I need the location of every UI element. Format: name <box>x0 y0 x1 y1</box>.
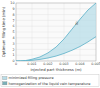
y-tick-label: 9 <box>12 7 14 11</box>
grid <box>16 3 96 61</box>
fill-between <box>16 3 96 61</box>
y-tick-label: 2 <box>12 48 14 52</box>
series-line <box>16 3 96 61</box>
y-tick-label: 6 <box>12 24 14 28</box>
legend-label: homogenization of the liquid vein temper… <box>9 82 91 86</box>
x-tick-label: 0.005 <box>91 62 100 66</box>
y-tick-label: 5 <box>12 30 14 34</box>
grid-line <box>32 3 33 61</box>
x-tick-label: 0.002 <box>43 62 52 66</box>
plot-area <box>16 3 96 61</box>
legend-swatch <box>3 82 8 85</box>
y-axis-label: Optimum filling time (min) <box>1 6 6 57</box>
x-tick-label: 0.003 <box>59 62 68 66</box>
legend-label: minimized filling pressure <box>9 76 54 80</box>
x-axis-label: injected part thickness (m) <box>30 67 82 72</box>
x-tick-label: 0.004 <box>75 62 84 66</box>
x-tick-label: 0 <box>15 62 17 66</box>
legend: minimized filling pressure homogenization… <box>1 75 99 87</box>
x-tick-label: 0.001 <box>27 62 36 66</box>
legend-frame <box>1 75 99 87</box>
y-tick-label: 8 <box>12 13 14 17</box>
y-tick-label: 7 <box>12 19 14 23</box>
series-line <box>16 37 96 61</box>
chart: 01234567891000.0010.0020.0030.0040.005Bi… <box>0 0 100 88</box>
y-tick-label: 10 <box>10 1 14 5</box>
y-tick-label: 3 <box>12 42 14 46</box>
data-group <box>16 3 96 61</box>
legend-swatch <box>3 77 8 80</box>
annotation: B <box>75 21 78 26</box>
grid-line <box>16 8 96 9</box>
y-tick-label: 1 <box>12 53 14 57</box>
plot-frame <box>16 3 96 61</box>
y-tick-label: 4 <box>12 36 14 40</box>
